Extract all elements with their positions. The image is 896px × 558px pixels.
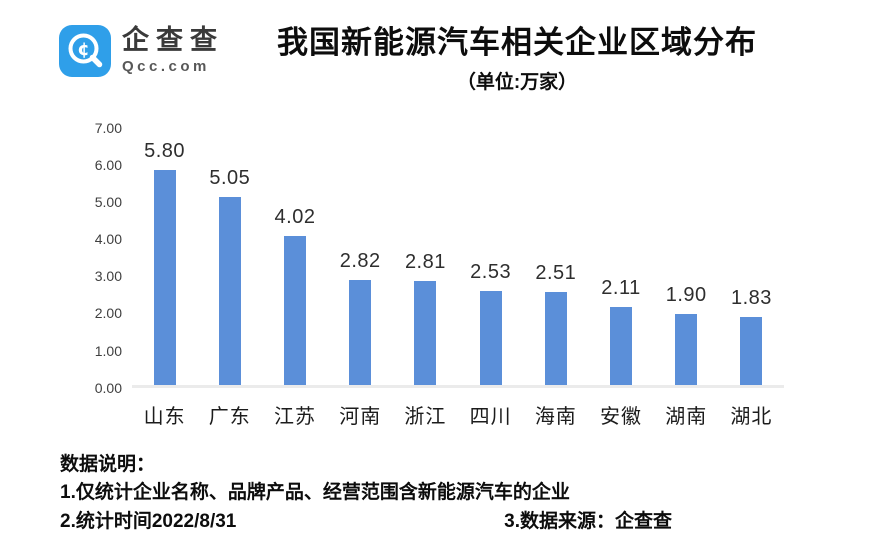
bar-value-label: 1.90 — [665, 283, 707, 306]
qcc-logo-icon: ¢ — [59, 25, 111, 77]
x-axis-labels: 山东 广东 江苏 河南 浙江 四川 海南 安徽 湖南 湖北 — [132, 400, 784, 429]
y-axis-tick-label: 6.00 — [94, 156, 122, 173]
plot-area: 5.80 5.05 4.02 2.82 2.81 2.53 2.51 2.11 1.90 1.83 — [132, 128, 784, 388]
bar-value-label: 2.53 — [470, 260, 512, 283]
x-axis-label: 海南 — [534, 405, 577, 428]
y-axis-tick-label: 5.00 — [94, 194, 122, 211]
bar-slot: 5.05 — [197, 128, 262, 385]
footer-note-2: 2.统计时间2022/8/31 — [60, 510, 237, 532]
bar-value-label: 2.81 — [404, 250, 446, 273]
bar — [349, 279, 372, 385]
bar — [740, 316, 763, 385]
bar-slot: 2.11 — [588, 128, 653, 385]
bar-slot: 4.02 — [262, 128, 327, 385]
x-axis-label: 湖北 — [730, 405, 773, 428]
x-axis-label: 湖南 — [665, 405, 708, 428]
bar-value-label: 5.80 — [144, 139, 186, 162]
y-axis-tick-label: 2.00 — [94, 305, 122, 322]
x-axis-label: 河南 — [339, 405, 382, 428]
header: ¢ 企查查 Qcc.com 我国新能源汽车相关企业区域分布 （单位:万家） — [0, 0, 896, 94]
brand-name-cn: 企查查 — [122, 25, 224, 56]
plot-column: 5.80 5.05 4.02 2.82 2.81 2.53 2.51 2.11 1.90 1.83… — [132, 128, 784, 429]
bar-slot: 2.53 — [458, 128, 523, 385]
svg-text:¢: ¢ — [77, 39, 90, 60]
bar — [284, 235, 306, 385]
y-axis-tick-labels: 7.00 6.00 5.00 4.00 3.00 2.00 1.00 0.00 — [58, 119, 122, 397]
bar — [218, 196, 241, 385]
footer-row: 2.统计时间2022/8/31 3.数据来源：企查查 — [60, 508, 672, 537]
bar-value-label: 2.51 — [535, 261, 577, 284]
qcc-logo: ¢ 企查查 Qcc.com — [58, 24, 224, 78]
footer-note-1: 1.仅统计企业名称、品牌产品、经营范围含新能源汽车的企业 — [60, 482, 570, 504]
bar-value-label: 2.11 — [601, 276, 641, 299]
x-axis-label: 江苏 — [274, 405, 316, 428]
bar-slot: 1.83 — [719, 128, 784, 385]
bar — [414, 280, 437, 385]
bar — [479, 290, 502, 385]
footer-notes: 数据说明： 1.仅统计企业名称、品牌产品、经营范围含新能源汽车的企业 2.统计时… — [60, 451, 672, 537]
footer-heading: 数据说明： — [60, 453, 156, 475]
bar-slot: 2.82 — [328, 128, 393, 385]
y-axis: 7.00 6.00 5.00 4.00 3.00 2.00 1.00 0.00 — [58, 120, 132, 396]
bar-value-label: 4.02 — [274, 205, 316, 228]
y-axis-tick-label: 7.00 — [94, 119, 122, 136]
x-axis-label: 广东 — [208, 405, 251, 428]
x-axis-label: 山东 — [143, 405, 186, 428]
bar-slot: 2.81 — [393, 128, 458, 385]
chart-unit-subtitle: （单位:万家） — [456, 71, 578, 93]
y-axis-tick-label: 1.00 — [94, 342, 122, 359]
bar — [153, 169, 176, 385]
x-axis-label: 安徽 — [600, 405, 643, 428]
bar-slot: 1.90 — [654, 128, 719, 385]
bar-value-label: 1.83 — [730, 286, 772, 309]
bar-value-label: 2.82 — [339, 249, 381, 272]
chart-title: 我国新能源汽车相关企业区域分布 — [277, 25, 757, 60]
footer-note-3: 3.数据来源：企查查 — [504, 510, 672, 532]
qcc-logo-text: 企查查 Qcc.com — [122, 26, 224, 75]
y-axis-tick-label: 4.00 — [94, 231, 122, 248]
bar-chart: 7.00 6.00 5.00 4.00 3.00 2.00 1.00 0.00 5.80 5.0… — [58, 120, 784, 429]
y-axis-tick-label: 3.00 — [94, 268, 122, 285]
bar — [610, 306, 633, 385]
bar-slot: 2.51 — [523, 128, 588, 385]
brand-name-en: Qcc.com — [122, 58, 210, 76]
title-block: 我国新能源汽车相关企业区域分布 （单位:万家） — [224, 24, 866, 94]
x-axis-label: 浙江 — [404, 405, 447, 428]
bar-value-label: 5.05 — [209, 166, 251, 189]
bar-slot: 5.80 — [132, 128, 197, 385]
bar — [544, 291, 567, 385]
x-axis-label: 四川 — [469, 405, 512, 428]
y-axis-tick-label: 0.00 — [94, 379, 122, 396]
bar — [675, 313, 698, 385]
